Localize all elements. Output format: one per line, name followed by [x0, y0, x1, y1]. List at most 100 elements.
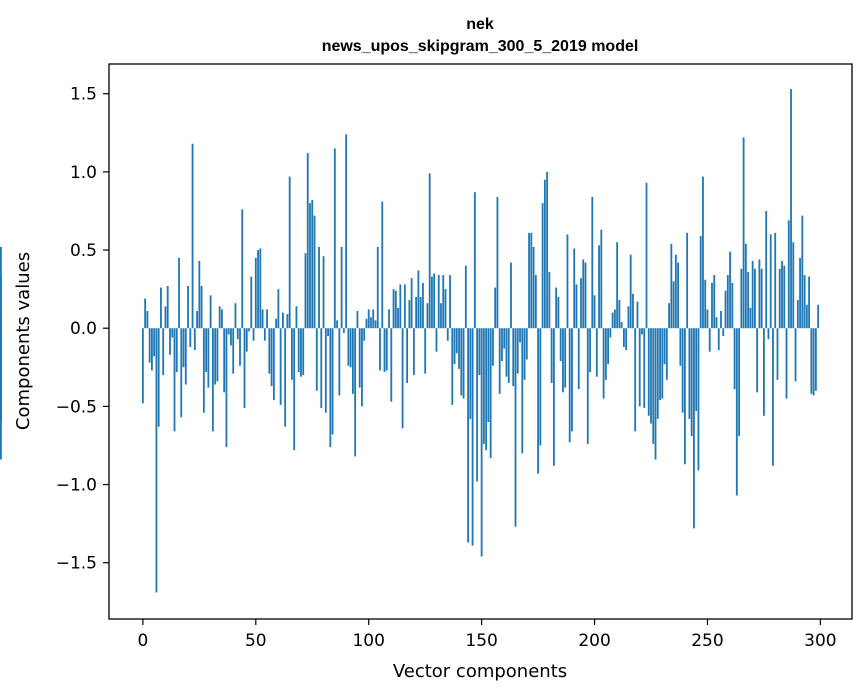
bar	[309, 203, 311, 329]
bar	[216, 328, 219, 382]
bar	[239, 328, 241, 366]
bar	[460, 328, 463, 396]
bar	[532, 246, 535, 329]
bar	[295, 306, 298, 329]
bar	[408, 300, 411, 329]
bar	[781, 260, 783, 329]
bar	[397, 307, 399, 329]
bar	[505, 328, 508, 377]
bar	[379, 328, 381, 371]
bar	[394, 290, 397, 329]
bar	[582, 259, 585, 329]
bar	[683, 328, 686, 465]
bar	[277, 289, 280, 329]
bar	[218, 306, 221, 329]
bar	[444, 289, 447, 329]
bar	[559, 328, 562, 362]
bar	[266, 309, 268, 329]
bar	[241, 209, 244, 329]
bar	[638, 328, 641, 407]
bar	[451, 328, 454, 405]
bar	[787, 220, 790, 329]
bar	[329, 328, 332, 448]
bar	[200, 286, 203, 329]
bar	[539, 328, 542, 446]
bar	[530, 232, 533, 329]
bar	[552, 328, 555, 466]
bar	[670, 243, 673, 329]
x-tick-label: 100	[352, 631, 384, 651]
bar	[388, 309, 390, 329]
bar	[665, 328, 668, 380]
bar	[422, 282, 424, 329]
bar	[555, 287, 558, 329]
bar	[435, 328, 438, 352]
bar	[234, 303, 237, 329]
bar	[275, 318, 278, 329]
bar	[464, 265, 467, 329]
x-tick-label: 250	[691, 631, 723, 651]
bar	[288, 176, 291, 329]
bar	[259, 248, 262, 329]
bar	[629, 254, 632, 329]
bar	[627, 306, 630, 329]
bar	[209, 295, 212, 329]
bar	[794, 328, 797, 382]
bar	[358, 328, 361, 388]
bar	[442, 275, 445, 329]
bar	[401, 328, 404, 429]
bar	[151, 328, 153, 371]
bar	[304, 253, 307, 329]
bar	[381, 201, 384, 329]
bar	[148, 328, 151, 363]
bar	[765, 210, 768, 329]
bar	[550, 328, 553, 383]
bar	[257, 250, 259, 329]
bar	[634, 328, 637, 432]
bar	[403, 284, 406, 329]
bar	[162, 328, 165, 376]
bar	[760, 268, 763, 329]
bar	[333, 148, 336, 329]
bar	[534, 275, 537, 329]
bar	[270, 328, 273, 387]
bar	[412, 328, 415, 376]
bar	[523, 328, 526, 380]
bar	[609, 328, 612, 338]
bar	[510, 262, 512, 329]
bar	[763, 328, 765, 416]
bar	[616, 242, 619, 329]
y-tick-label: 1.5	[70, 85, 97, 105]
bar	[392, 289, 395, 329]
bar	[223, 328, 226, 393]
bar	[383, 328, 386, 372]
bar	[521, 328, 524, 454]
bar	[674, 254, 677, 329]
bar	[363, 328, 366, 341]
bar	[243, 328, 246, 408]
bar	[792, 242, 795, 329]
bar	[487, 328, 490, 423]
bar	[252, 328, 255, 341]
bar	[193, 328, 196, 351]
bar	[214, 328, 217, 385]
bar	[440, 303, 442, 329]
bar	[814, 328, 817, 391]
bar	[623, 328, 625, 347]
bar	[776, 328, 779, 380]
bar	[733, 328, 736, 390]
bar	[347, 328, 350, 366]
x-axis-ticks: 0 50 100 150 200 250 300	[137, 619, 837, 651]
bar	[311, 200, 314, 329]
bar	[349, 328, 352, 368]
bar	[501, 328, 503, 362]
bar	[580, 278, 582, 329]
bar	[431, 276, 433, 329]
bar	[437, 275, 440, 329]
bar	[211, 328, 214, 432]
bar	[681, 328, 684, 413]
bar	[313, 215, 316, 329]
bar	[695, 328, 698, 412]
chart-title: nek	[466, 16, 494, 33]
bar	[516, 328, 519, 374]
